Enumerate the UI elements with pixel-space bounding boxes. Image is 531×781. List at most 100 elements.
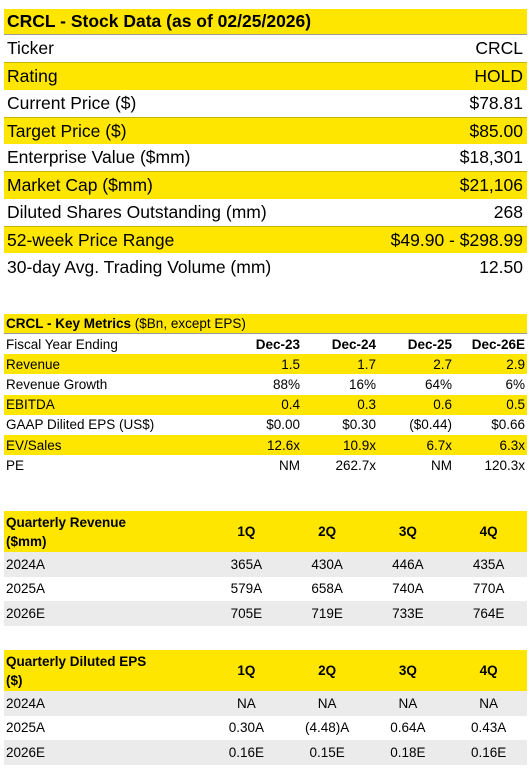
quarter-col-header: 2Q — [318, 524, 337, 539]
quarterly-cell: (4.48)A — [304, 720, 350, 736]
quarter-col-header: 3Q — [398, 663, 417, 678]
quarterly-cell: 365A — [230, 556, 263, 572]
quarterly-cell: 446A — [392, 556, 424, 572]
metrics-cell: 1.7 — [357, 356, 376, 372]
stock-row-label: 30-day Avg. Trading Volume (mm) — [7, 256, 272, 277]
metrics-row-ev-sales: EV/Sales 12.6x 10.9x 6.7x 6.3x — [4, 434, 527, 456]
quarterly-row-label: 2025A — [6, 720, 46, 736]
quarterly-eps-title-line1: Quarterly Diluted EPS — [6, 653, 147, 669]
quarterly-cell: 0.16E — [228, 744, 265, 760]
quarterly-cell: 764E — [472, 605, 505, 621]
metrics-row-revenue: Revenue 1.5 1.7 2.7 2.9 — [4, 354, 527, 375]
quarterly-row-label: 2026E — [6, 744, 46, 760]
metrics-row-pe: PE NM 262.7x NM 120.3x — [4, 455, 527, 475]
quarterly-cell: 0.43A — [470, 720, 507, 736]
stock-row-value: 268 — [493, 201, 523, 222]
quarterly-eps-header: Quarterly Diluted EPS ($) 1Q 2Q 3Q 4Q — [4, 650, 527, 691]
quarterly-cell: NA — [317, 695, 337, 711]
metrics-cell: NM — [279, 457, 300, 473]
stock-row-label: Enterprise Value ($mm) — [7, 147, 191, 168]
metrics-col-header: Dec-26E — [471, 336, 525, 352]
quarterly-cell: 740A — [392, 581, 424, 597]
quarterly-revenue-row-2025a: 2025A 579A 658A 740A 770A — [4, 577, 527, 602]
quarterly-revenue-row-2026e: 2026E 705E 719E 733E 764E — [4, 601, 527, 626]
metrics-cell: 6% — [505, 376, 525, 392]
stock-row-label: Current Price ($) — [7, 92, 137, 113]
metrics-cell: 6.3x — [499, 437, 525, 453]
quarterly-eps-row-2026e: 2026E 0.16E 0.15E 0.18E 0.16E — [4, 740, 527, 765]
metrics-cell: 0.6 — [433, 397, 452, 413]
quarterly-revenue-title: Quarterly Revenue ($mm) — [4, 513, 206, 551]
quarterly-eps-table: Quarterly Diluted EPS ($) 1Q 2Q 3Q 4Q 20… — [4, 650, 527, 765]
quarterly-row-label: 2024A — [6, 695, 46, 711]
stock-row-52-week-range: 52-week Price Range $49.90 - $298.99 — [4, 226, 527, 254]
stock-row-enterprise-value: Enterprise Value ($mm) $18,301 — [4, 144, 527, 171]
metrics-cell: 0.3 — [357, 397, 376, 413]
quarterly-revenue-header: Quarterly Revenue ($mm) 1Q 2Q 3Q 4Q — [4, 511, 527, 552]
stock-row-rating: Rating HOLD — [4, 62, 527, 90]
stock-row-trading-volume: 30-day Avg. Trading Volume (mm) 12.50 — [4, 253, 527, 280]
metrics-cell: NM — [431, 457, 452, 473]
metrics-cell: 1.5 — [281, 356, 300, 372]
quarter-col-header: 1Q — [237, 663, 256, 678]
metrics-row-gaap-eps: GAAP Dilited EPS (US$) $0.00 $0.30 ($0.4… — [4, 415, 527, 435]
stock-row-value: $49.90 - $298.99 — [390, 229, 523, 250]
stock-row-value: $18,301 — [459, 147, 523, 168]
quarter-col-header: 4Q — [479, 524, 498, 539]
stock-row-market-cap: Market Cap ($mm) $21,106 — [4, 171, 527, 199]
metrics-col-header: Dec-25 — [407, 336, 452, 352]
metrics-cell: 10.9x — [342, 437, 376, 453]
key-metrics-table: CRCL - Key Metrics ($Bn, except EPS) Fis… — [4, 314, 527, 475]
quarterly-revenue-title-line2: ($mm) — [6, 533, 47, 549]
metrics-row-label: Revenue — [6, 356, 61, 372]
quarter-col-header: 1Q — [237, 524, 256, 539]
metrics-row-revenue-growth: Revenue Growth 88% 16% 64% 6% — [4, 374, 527, 394]
metrics-row-label: EV/Sales — [6, 437, 62, 453]
quarterly-cell: 579A — [230, 581, 263, 597]
quarterly-revenue-row-2024a: 2024A 365A 430A 446A 435A — [4, 552, 527, 577]
key-metrics-header: Fiscal Year Ending Dec-23 Dec-24 Dec-25 … — [4, 334, 527, 354]
quarterly-cell: 0.15E — [309, 744, 345, 760]
key-metrics-title-rest: ($Bn, except EPS) — [131, 316, 246, 331]
quarter-col-header: 4Q — [479, 663, 498, 678]
quarterly-cell: 435A — [472, 556, 505, 572]
metrics-row-label: Revenue Growth — [6, 376, 108, 392]
quarterly-cell: 0.30A — [228, 720, 265, 736]
stock-row-ticker: Ticker CRCL — [4, 35, 527, 62]
metrics-cell: 0.5 — [506, 397, 525, 413]
metrics-cell: 120.3x — [484, 457, 525, 473]
stock-row-value: $21,106 — [459, 175, 523, 196]
quarterly-cell: 719E — [311, 605, 343, 621]
quarterly-cell: 658A — [311, 581, 343, 597]
metrics-row-label: EBITDA — [6, 397, 55, 413]
quarterly-cell: 705E — [230, 605, 263, 621]
quarterly-cell: 770A — [472, 581, 505, 597]
stock-row-label: Target Price ($) — [7, 120, 127, 141]
stock-row-label: Diluted Shares Outstanding (mm) — [7, 201, 267, 222]
quarterly-cell: 0.16E — [470, 744, 507, 760]
quarterly-eps-title: Quarterly Diluted EPS ($) — [4, 652, 206, 690]
stock-row-label: Market Cap ($mm) — [7, 175, 153, 196]
quarterly-cell: NA — [236, 695, 256, 711]
metrics-cell: $0.66 — [491, 417, 525, 433]
metrics-cell: 12.6x — [266, 437, 300, 453]
quarterly-cell: 733E — [392, 605, 424, 621]
quarterly-cell: NA — [479, 695, 498, 711]
key-metrics-title-bold: CRCL - Key Metrics — [6, 316, 132, 331]
metrics-cell: 2.7 — [433, 356, 452, 372]
quarterly-cell: 0.18E — [390, 744, 426, 760]
stock-row-value: 12.50 — [479, 256, 523, 277]
metrics-cell: 2.9 — [506, 356, 525, 372]
quarter-col-header: 2Q — [318, 663, 337, 678]
metrics-cell: 88% — [272, 376, 300, 392]
quarterly-cell: 0.64A — [390, 720, 426, 736]
quarterly-eps-row-2024a: 2024A NA NA NA NA — [4, 691, 527, 716]
metrics-cell: $0.00 — [266, 417, 300, 433]
metrics-row-label: GAAP Dilited EPS (US$) — [6, 417, 155, 433]
stock-row-label: Rating — [7, 65, 58, 86]
stock-row-value: CRCL — [475, 38, 523, 59]
quarterly-row-label: 2024A — [6, 556, 46, 572]
stock-row-value: $85.00 — [469, 120, 523, 141]
key-metrics-title: CRCL - Key Metrics ($Bn, except EPS) — [4, 314, 527, 334]
metrics-col-header: Dec-24 — [331, 336, 376, 352]
